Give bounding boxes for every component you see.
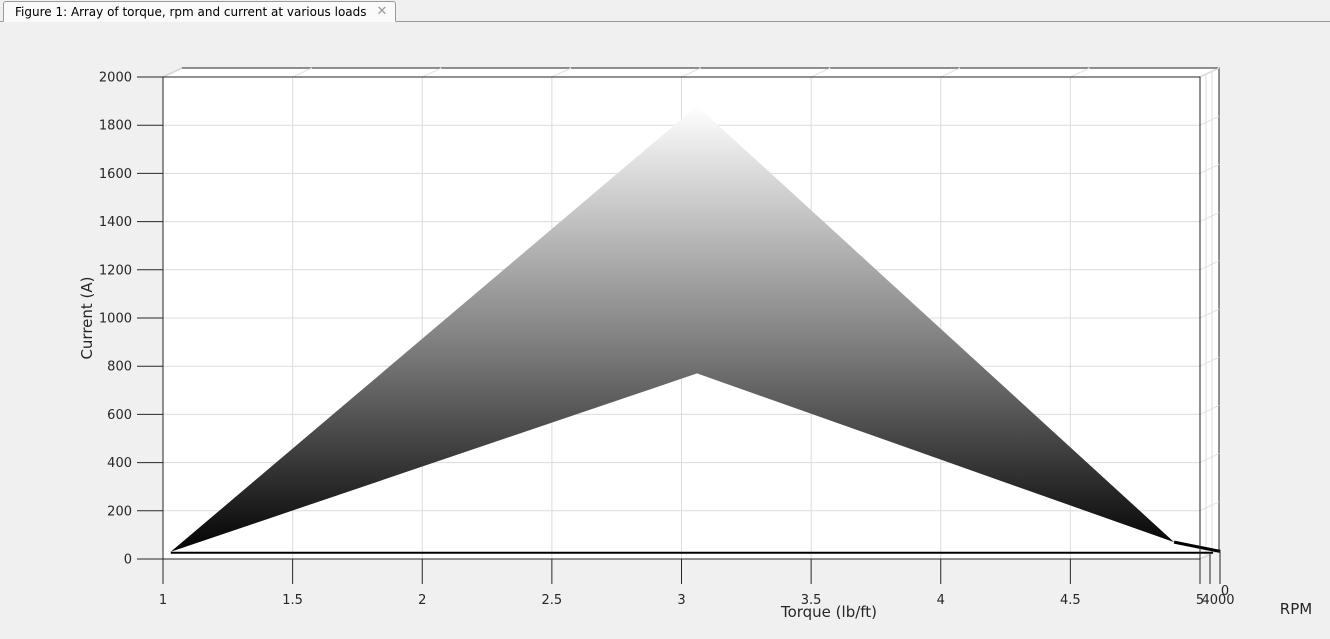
figure-area: 0 200 400 600 800 1000 1200 1400 1600 1800 2000 1 1.…	[0, 23, 1330, 639]
figure-tab-label: Figure 1: Array of torque, rpm and curre…	[15, 4, 367, 19]
y-gridline-side	[1199, 212, 1220, 223]
depth-tick-label: 0	[1221, 584, 1229, 599]
y-tick-label: 1800	[99, 119, 132, 134]
surface-depth-edge	[1173, 540, 1221, 553]
x-tick-label: 1	[159, 593, 167, 608]
x-axis-label: Torque (lb/ft)	[780, 603, 877, 621]
y-gridline-side	[1199, 356, 1220, 367]
depth-axis-label: RPM	[1280, 600, 1312, 618]
y-gridline-side	[1199, 163, 1220, 174]
figure-tab-bar: Figure 1: Array of torque, rpm and curre…	[0, 0, 1330, 22]
y-tick-label: 0	[124, 553, 132, 568]
y-tick-label: 2000	[99, 71, 132, 86]
x-gridline-top	[681, 67, 701, 78]
depth-tick-label: 4000	[1201, 593, 1234, 608]
y-tick-label: 1200	[99, 263, 132, 278]
y-tick-label: 1400	[99, 215, 132, 230]
x-gridline-top	[1070, 67, 1090, 78]
x-tick-label: 4.5	[1060, 593, 1081, 608]
x-gridline-top	[810, 67, 831, 78]
y-tick-label: 200	[107, 504, 132, 519]
x-tick-label: 3	[677, 593, 685, 608]
x-tick-label: 4	[937, 593, 945, 608]
figure-tab[interactable]: Figure 1: Array of torque, rpm and curre…	[3, 1, 397, 22]
y-gridline-side	[1199, 260, 1220, 271]
y-gridline-side	[1199, 501, 1220, 512]
y-gridline-side	[1199, 404, 1220, 415]
x-gridline-top	[551, 67, 572, 78]
y-gridline-side	[1199, 453, 1220, 464]
y-tick-label: 1600	[99, 167, 132, 182]
x-gridline-top	[162, 67, 183, 78]
x-tick-label: 5	[1196, 593, 1204, 608]
y-axis-label: Current (A)	[78, 276, 96, 359]
close-icon[interactable]: ✕	[376, 4, 388, 19]
surface-patch	[170, 105, 1213, 552]
y-tick-label: 600	[107, 408, 132, 423]
x-gridline-top	[422, 67, 442, 78]
x-tick-label: 3.5	[801, 593, 822, 608]
y-gridline-side	[1199, 115, 1220, 126]
x-gridline-top	[940, 67, 960, 78]
y-gridline-side	[1199, 308, 1220, 319]
x-tick-label: 2.5	[542, 593, 563, 608]
y-tick-label: 1000	[99, 312, 132, 327]
x-gridline-top	[292, 67, 312, 78]
chart-svg[interactable]: 0 200 400 600 800 1000 1200 1400 1600 1800 2000 1 1.…	[0, 23, 1330, 639]
y-tick-label: 800	[107, 360, 132, 375]
x-tick-label: 1.5	[282, 593, 303, 608]
y-gridline-side	[1199, 67, 1220, 78]
x-tick-label: 2	[418, 593, 426, 608]
y-tick-label: 400	[107, 456, 132, 471]
